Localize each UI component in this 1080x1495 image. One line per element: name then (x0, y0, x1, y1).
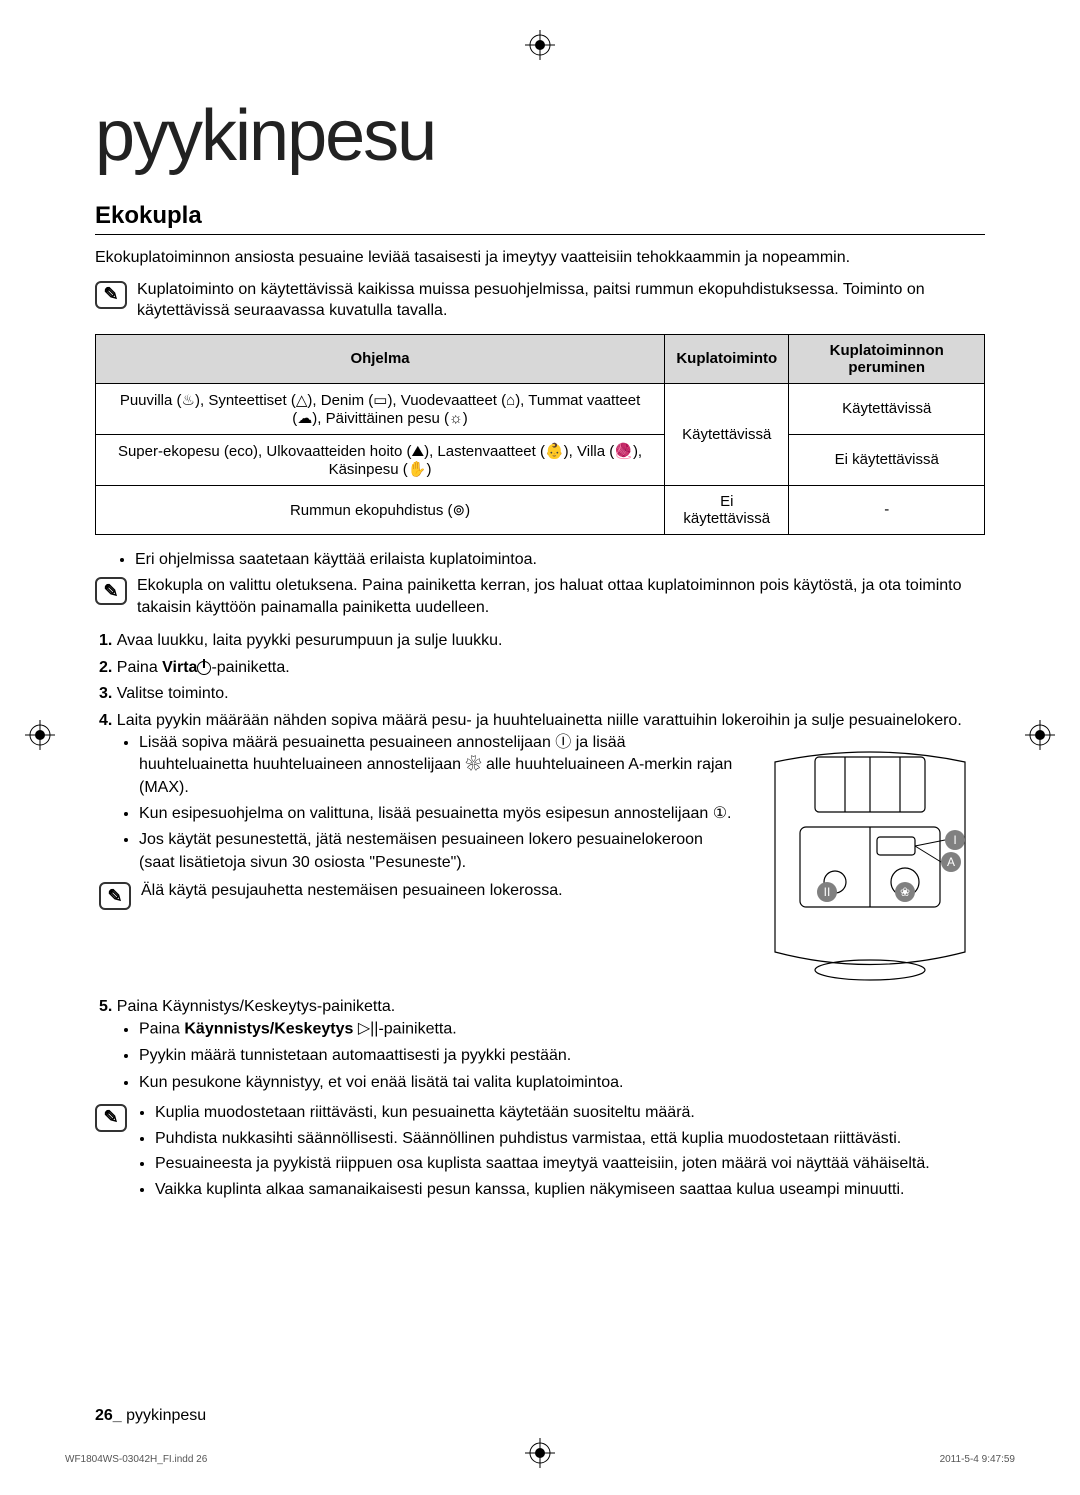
table-cell: Super-ekopesu (eco), Ulkovaatteiden hoit… (96, 434, 665, 485)
play-pause-icon: ▷|| (358, 1018, 379, 1040)
list-item: Kuplia muodostetaan riittävästi, kun pes… (155, 1102, 930, 1124)
programs-table: Ohjelma Kuplatoiminto Kuplatoiminnon per… (95, 334, 985, 535)
note-text: Älä käytä pesujauhetta nestemäisen pesua… (141, 880, 563, 902)
step-item: 5. Paina Käynnistys/Keskeytys-painiketta… (99, 996, 985, 1094)
step-item: 3. Valitse toiminto. (99, 683, 985, 705)
detergent-drawer-diagram: I A II ❀ (755, 732, 985, 992)
table-cell: Ei käytettävissä (789, 434, 985, 485)
intro-paragraph: Ekokuplatoiminnon ansiosta pesuaine levi… (95, 247, 985, 269)
svg-text:❀: ❀ (900, 885, 910, 899)
step-item: 1. Avaa luukku, laita pyykki pesurumpuun… (99, 630, 985, 652)
page-title: pyykinpesu (95, 95, 985, 177)
table-cell: Puuvilla (♨), Synteettiset (△), Denim (▭… (96, 383, 665, 434)
table-cell: Ei käytettävissä (665, 485, 789, 534)
crop-mark-icon (25, 720, 55, 750)
note-text: Kuplia muodostetaan riittävästi, kun pes… (137, 1102, 930, 1204)
table-cell: Käytettävissä (789, 383, 985, 434)
power-icon (197, 661, 211, 675)
note-text: Kuplatoiminto on käytettävissä kaikissa … (137, 279, 985, 322)
note-text: Ekokupla on valittu oletuksena. Paina pa… (137, 575, 985, 618)
list-item: Puhdista nukkasihti säännöllisesti. Sään… (155, 1128, 930, 1150)
svg-text:I: I (953, 833, 956, 847)
table-header: Kuplatoiminto (665, 334, 789, 383)
step-text: Valitse toiminto. (117, 685, 229, 702)
section-heading: Ekokupla (95, 202, 985, 235)
crop-mark-icon (525, 30, 555, 60)
list-item: Lisää sopiva määrä pesuainetta pesuainee… (139, 732, 735, 799)
note-icon (95, 1104, 127, 1132)
note-icon (99, 882, 131, 910)
crop-mark-icon (525, 1438, 555, 1468)
list-item: Paina Käynnistys/Keskeytys ▷||-painikett… (139, 1018, 985, 1041)
list-item: Eri ohjelmissa saatetaan käyttää erilais… (135, 549, 985, 571)
list-item: Pesuaineesta ja pyykistä riippuen osa ku… (155, 1153, 930, 1175)
list-item: Kun esipesuohjelma on valittuna, lisää p… (139, 803, 735, 825)
svg-text:II: II (824, 885, 831, 899)
step-item: 4. Laita pyykin määrään nähden sopiva mä… (99, 710, 985, 992)
table-header: Ohjelma (96, 334, 665, 383)
list-item: Kun pesukone käynnistyy, et voi enää lis… (139, 1072, 985, 1094)
page-footer: 26_ pyykinpesu (95, 1407, 206, 1425)
print-meta-left: WF1804WS-03042H_FI.indd 26 (65, 1454, 207, 1465)
table-cell: Rummun ekopuhdistus (⊚) (96, 485, 665, 534)
step-item: 2. Paina Virta-painiketta. (99, 657, 985, 679)
step-text: Paina Virta-painiketta. (117, 659, 290, 676)
svg-text:A: A (947, 855, 955, 869)
print-meta-right: 2011-5-4 9:47:59 (940, 1454, 1015, 1465)
footer-label: pyykinpesu (126, 1407, 206, 1424)
step-text: Laita pyykin määrään nähden sopiva määrä… (117, 712, 962, 729)
note-icon (95, 281, 127, 309)
list-item: Jos käytät pesunestettä, jätä nestemäise… (139, 829, 735, 874)
crop-mark-icon (1025, 720, 1055, 750)
list-item: Pyykin määrä tunnistetaan automaattisest… (139, 1045, 985, 1067)
list-item: Vaikka kuplinta alkaa samanaikaisesti pe… (155, 1179, 930, 1201)
note-icon (95, 577, 127, 605)
step-text: Paina Käynnistys/Keskeytys-painiketta. (117, 998, 395, 1015)
step-text: Avaa luukku, laita pyykki pesurumpuun ja… (117, 632, 503, 649)
table-cell: - (789, 485, 985, 534)
table-cell: Käytettävissä (665, 383, 789, 485)
table-header: Kuplatoiminnon peruminen (789, 334, 985, 383)
page-number: 26_ (95, 1407, 122, 1424)
